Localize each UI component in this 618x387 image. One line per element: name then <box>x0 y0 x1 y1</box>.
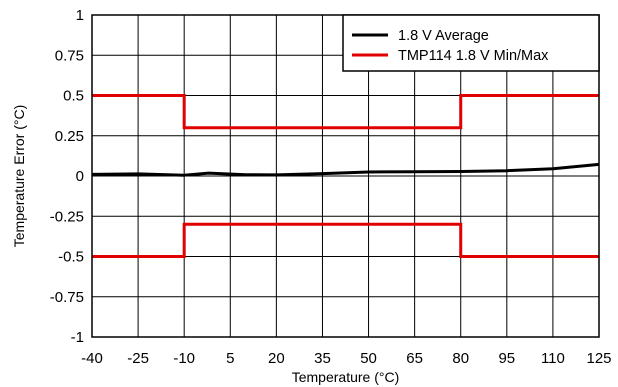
y-tick-label: 1 <box>76 7 84 24</box>
series-minmax-lower-line <box>92 222 599 258</box>
y-tick-label: 0.75 <box>55 47 84 64</box>
y-tick-label: 0.5 <box>63 88 84 105</box>
x-tick-label: 80 <box>452 350 469 367</box>
x-tick-label: 5 <box>226 350 234 367</box>
y-tick-labels: 1 0.75 0.5 0.25 0 -0.25 -0.5 -0.75 -1 <box>50 7 84 346</box>
x-tick-label: 95 <box>498 350 515 367</box>
x-tick-label: 50 <box>360 350 377 367</box>
x-tick-label: 65 <box>406 350 423 367</box>
x-tick-label: -25 <box>127 350 149 367</box>
x-axis-title: Temperature (°C) <box>292 369 400 385</box>
y-tick-label: -0.25 <box>50 208 84 225</box>
x-tick-label: -40 <box>81 350 103 367</box>
x-tick-labels: -40 -25 -10 5 20 35 50 65 80 95 110 125 <box>81 350 611 367</box>
series-group <box>91 94 600 258</box>
x-tick-label: 110 <box>541 350 565 367</box>
series-minmax-upper-line <box>92 94 599 130</box>
y-tick-label: -0.75 <box>50 289 84 306</box>
y-tick-label: -0.5 <box>58 249 84 266</box>
series-average-line <box>91 162 600 177</box>
x-tick-label: -10 <box>173 350 195 367</box>
x-tick-label: 35 <box>314 350 331 367</box>
legend: 1.8 V Average TMP114 1.8 V Min/Max <box>342 14 600 72</box>
y-tick-label: 0 <box>76 168 84 185</box>
legend-box <box>342 14 600 72</box>
x-tick-label: 20 <box>268 350 285 367</box>
x-tick-label: 125 <box>586 350 611 367</box>
y-tick-label: 0.25 <box>55 128 84 145</box>
y-axis-title: Temperature Error (°C) <box>11 105 27 248</box>
y-tick-label: -1 <box>71 329 84 346</box>
legend-label-average: 1.8 V Average <box>398 28 489 44</box>
legend-label-minmax: TMP114 1.8 V Min/Max <box>398 48 549 64</box>
